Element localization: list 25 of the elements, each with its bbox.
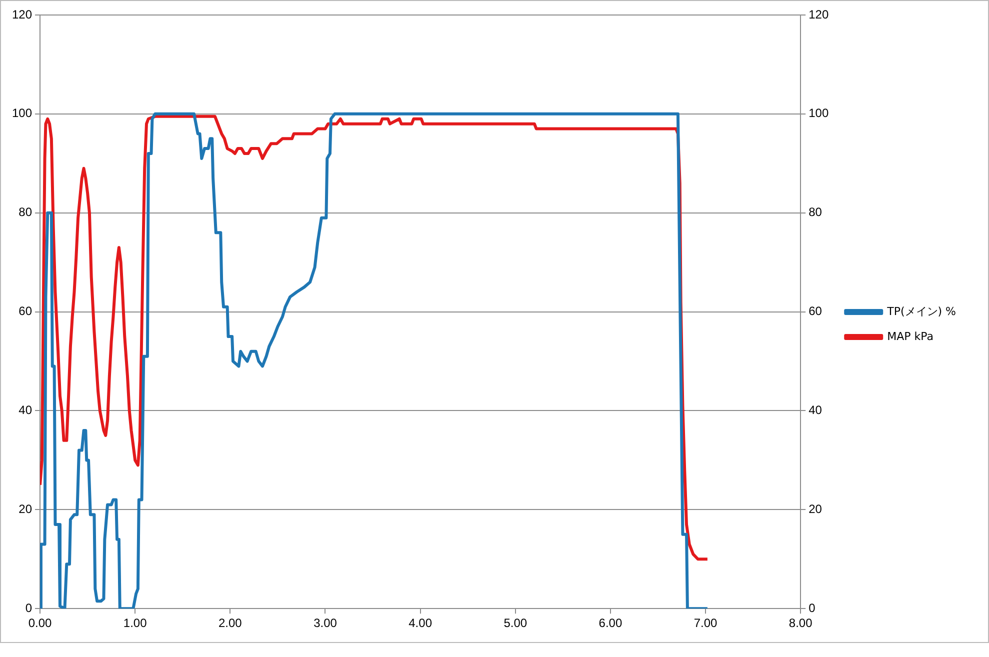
y2-tick-label: 60: [808, 304, 822, 318]
y2-tick-label: 120: [808, 7, 829, 22]
y-tick-label: 40: [18, 403, 32, 418]
x-tick-label: 7.00: [694, 616, 718, 630]
y2-tick-label: 100: [808, 106, 829, 120]
x-tick-label: 6.00: [598, 616, 622, 630]
y-tick-label: 0: [25, 600, 32, 615]
x-tick-label: 2.00: [218, 616, 242, 630]
legend-label: TP(メイン) %: [886, 304, 956, 318]
y2-tick-label: 40: [808, 403, 822, 418]
x-tick-label: 1.00: [123, 616, 148, 630]
x-tick-label: 0.00: [28, 616, 52, 630]
y-tick-label: 80: [18, 205, 32, 220]
y-tick-label: 20: [18, 502, 32, 516]
y2-tick-label: 20: [808, 502, 822, 516]
x-tick-label: 5.00: [504, 616, 528, 630]
y-tick-label: 60: [18, 304, 32, 318]
legend-label: MAP kPa: [887, 330, 934, 343]
y2-tick-label: 0: [808, 600, 816, 615]
y2-tick-label: 80: [808, 205, 822, 220]
y-tick-label: 120: [12, 7, 32, 22]
x-tick-label: 8.00: [788, 616, 813, 630]
x-tick-label: 4.00: [408, 616, 432, 630]
y-tick-label: 100: [12, 106, 32, 120]
x-tick-label: 3.00: [314, 616, 338, 630]
